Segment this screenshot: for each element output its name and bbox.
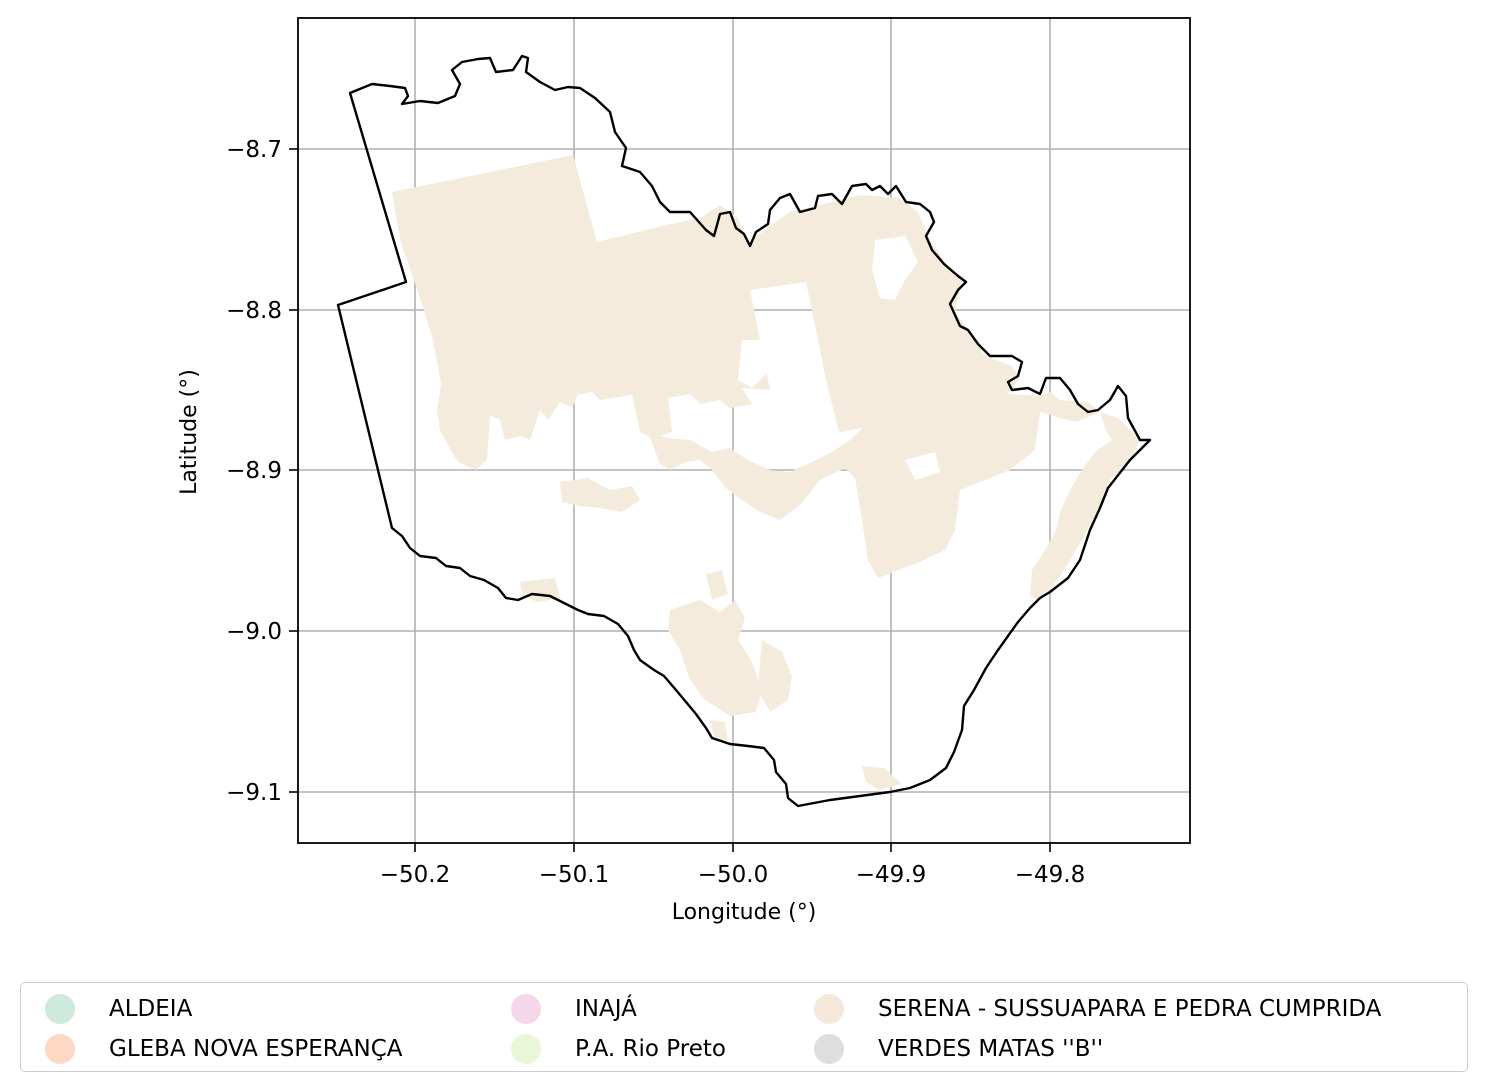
x-tick-label: −50.1 xyxy=(539,862,609,888)
legend-item-pa-rio-preto: P.A. Rio Preto xyxy=(511,1031,726,1067)
legend-label: VERDES MATAS ''B'' xyxy=(878,1036,1104,1062)
y-tick-label: −9.1 xyxy=(226,780,282,806)
x-tick-label: −50.2 xyxy=(380,862,450,888)
serena-south-patch-6 xyxy=(710,720,728,742)
legend-marker xyxy=(511,1034,541,1064)
legend-label: SERENA - SUSSUAPARA E PEDRA CUMPRIDA xyxy=(878,996,1382,1022)
legend-item-gleba-nova-esperanca: GLEBA NOVA ESPERANÇA xyxy=(45,1031,403,1067)
legend-item-inaja: INAJÁ xyxy=(511,991,637,1027)
serena-central-area xyxy=(648,400,1040,578)
serena-south-patch-1 xyxy=(668,600,762,716)
municipality-boundary xyxy=(336,54,1152,808)
legend-marker xyxy=(814,994,844,1024)
legend-item-verdes-matas-b: VERDES MATAS ''B'' xyxy=(814,1031,1103,1067)
x-tick-marks xyxy=(414,843,1051,852)
legend-item-aldeia: ALDEIA xyxy=(45,991,192,1027)
x-tick-labels: −50.2 −50.1 −50.0 −49.9 −49.8 xyxy=(380,862,1085,888)
y-tick-label: −9.0 xyxy=(226,619,282,645)
legend-label: ALDEIA xyxy=(109,996,193,1022)
x-axis-label: Longitude (°) xyxy=(672,900,817,925)
legend-label: GLEBA NOVA ESPERANÇA xyxy=(109,1036,403,1062)
legend: ALDEIA GLEBA NOVA ESPERANÇA INAJÁ P.A. R… xyxy=(20,982,1468,1072)
serena-mid-patch xyxy=(560,478,640,512)
serena-region xyxy=(392,155,1140,790)
y-tick-label: −8.7 xyxy=(226,137,282,163)
y-tick-marks xyxy=(289,148,298,793)
legend-marker xyxy=(814,1034,844,1064)
axes-frame xyxy=(297,17,1191,844)
x-tick-label: −49.9 xyxy=(856,862,926,888)
fill-gaps xyxy=(738,236,940,480)
x-tick-label: −50.0 xyxy=(698,862,768,888)
grid-lines xyxy=(298,18,1190,843)
y-tick-label: −8.8 xyxy=(226,298,282,324)
serena-main-area xyxy=(392,155,1100,470)
x-tick-label: −49.8 xyxy=(1015,862,1085,888)
y-tick-label: −8.9 xyxy=(226,458,282,484)
y-tick-labels: −8.7 −8.8 −8.9 −9.0 −9.1 xyxy=(226,137,282,806)
legend-label: INAJÁ xyxy=(575,996,637,1022)
serena-south-patch-2 xyxy=(758,640,792,712)
legend-marker xyxy=(45,994,75,1024)
y-axis-label: Latitude (°) xyxy=(177,369,202,495)
serena-south-patch-5 xyxy=(862,766,902,790)
serena-east-strip xyxy=(1030,412,1140,600)
legend-label: P.A. Rio Preto xyxy=(575,1036,726,1062)
legend-item-serena: SERENA - SUSSUAPARA E PEDRA CUMPRIDA xyxy=(814,991,1381,1027)
legend-marker xyxy=(45,1034,75,1064)
legend-marker xyxy=(511,994,541,1024)
serena-south-patch-3 xyxy=(706,570,728,600)
